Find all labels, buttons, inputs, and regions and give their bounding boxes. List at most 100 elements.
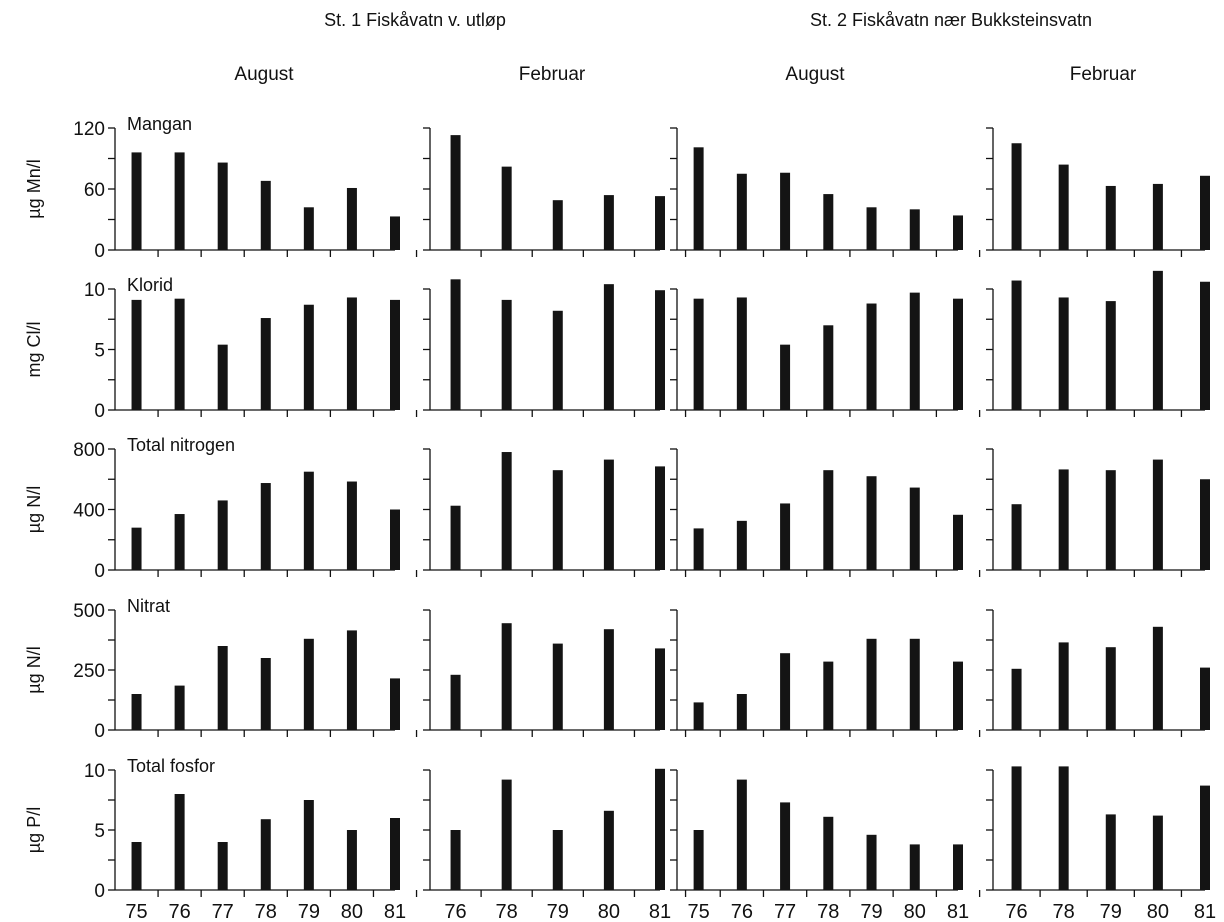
panel-r3-c1: 0 400 800 Total nitrogen [73,435,418,582]
bar-r1-c3-81 [953,215,963,250]
bar-r4-c3-75 [693,702,704,730]
bar-r4-c3-78 [823,661,834,730]
bar-r1-c3-76 [736,173,747,250]
bar-r5-c3-81 [953,844,963,890]
bar-r2-c4-79 [1105,301,1116,410]
column-1-season: August [234,64,294,85]
x-tick-label: 76 [731,901,753,922]
bar-r1-c4-80 [1152,183,1163,250]
y-tick-label: 120 [73,119,105,140]
bar-r1-c1-80 [346,187,357,250]
bar-r1-c1-81 [390,216,400,250]
panel-label-row-3: Total nitrogen [127,435,235,455]
x-tick-label: 80 [598,901,620,922]
bar-r5-c3-76 [736,779,747,890]
bar-r4-c1-79 [303,638,314,730]
bar-r4-c3-77 [780,653,791,730]
bar-r5-c1-81 [390,818,400,890]
bar-r2-c4-78 [1058,297,1069,410]
bar-r5-c3-77 [780,802,791,890]
bar-r5-c4-79 [1105,814,1116,890]
bar-r1-c2-80 [603,195,614,250]
bar-r2-c3-78 [823,325,834,410]
bar-r1-c1-75 [131,152,142,250]
x-tick-label: 76 [1005,901,1027,922]
bar-r1-c1-76 [174,152,185,250]
bar-r4-c4-80 [1152,626,1163,730]
x-tick-label: 79 [547,901,569,922]
y-tick-label: 5 [94,341,105,362]
panel-label-row-4: Nitrat [127,596,170,616]
bar-r5-c3-78 [823,816,834,890]
x-tick-label: 81 [947,901,969,922]
bar-r3-c1-77 [217,500,228,570]
bar-r5-c4-76 [1011,766,1022,890]
y-tick-label: 500 [73,601,105,622]
x-tick-label: 79 [860,901,882,922]
bar-r1-c2-79 [552,200,563,250]
panel-r3-c3 [670,448,981,577]
y-tick-label: 0 [94,401,105,422]
bar-r5-c3-80 [909,844,920,890]
y-axis-label-row-1: µg Mn/l [24,159,44,218]
panel-r2-c3 [670,288,981,417]
panel-r4-c1: 0 250 500 Nitrat [73,596,418,742]
x-tick-label: 76 [444,901,466,922]
panel-label-row-2: Klorid [127,275,173,295]
y-tick-label: 800 [73,440,105,461]
y-tick-label: 0 [94,881,105,902]
bar-r3-c1-79 [303,471,314,570]
bar-r4-c3-79 [866,638,877,730]
x-tick-label: 81 [1194,901,1216,922]
bar-r3-c4-80 [1152,459,1163,570]
y-axis-label-row-3: µg N/l [24,486,44,533]
bar-r4-c2-78 [501,623,512,730]
bar-r3-c2-76 [450,505,461,570]
x-tick-label: 77 [774,901,796,922]
bar-r1-c3-77 [780,172,791,250]
bar-r5-c4-78 [1058,766,1069,890]
x-tick-label: 78 [1053,901,1075,922]
y-tick-label: 0 [94,721,105,742]
bar-r3-c2-80 [603,459,614,570]
bar-r3-c3-77 [780,503,791,570]
bar-r4-c3-76 [736,694,747,730]
y-tick-label: 0 [94,561,105,582]
y-tick-label: 0 [94,241,105,262]
bar-r2-c2-81 [655,290,665,410]
x-tick-label: 80 [904,901,926,922]
panel-r3-c4 [986,448,1210,577]
bar-r4-c1-76 [174,685,185,730]
bar-r5-c1-80 [346,830,357,890]
bar-r5-c3-79 [866,834,877,890]
bar-r5-c3-75 [693,830,704,890]
bar-r2-c4-81 [1200,281,1210,410]
bar-r3-c4-78 [1058,469,1069,570]
bar-r2-c2-80 [603,284,614,410]
bar-r2-c3-80 [909,292,920,410]
bar-r3-c4-76 [1011,504,1022,570]
bar-r4-c4-81 [1200,667,1210,730]
bar-r1-c4-78 [1058,164,1069,250]
bar-r1-c4-81 [1200,175,1210,250]
panel-r3-c2 [423,448,687,577]
x-tick-label: 75 [125,901,147,922]
bar-r3-c2-81 [655,466,665,570]
bar-r3-c1-80 [346,481,357,570]
panel-r5-c3: 75 76 77 78 79 80 81 [670,769,981,922]
bar-r2-c1-80 [346,297,357,410]
bar-r2-c2-76 [450,279,461,410]
bar-r2-c3-77 [780,344,791,410]
x-tick-label: 76 [168,901,190,922]
bar-r5-c1-75 [131,842,142,890]
bar-r3-c2-79 [552,470,563,570]
bar-r3-c3-79 [866,476,877,570]
bar-r2-c3-75 [693,298,704,410]
bar-r2-c1-77 [217,344,228,410]
bar-r1-c3-75 [693,147,704,250]
bar-r4-c1-77 [217,646,228,730]
bar-r3-c1-75 [131,527,142,570]
y-tick-label: 60 [84,180,105,201]
bar-r5-c4-80 [1152,815,1163,890]
